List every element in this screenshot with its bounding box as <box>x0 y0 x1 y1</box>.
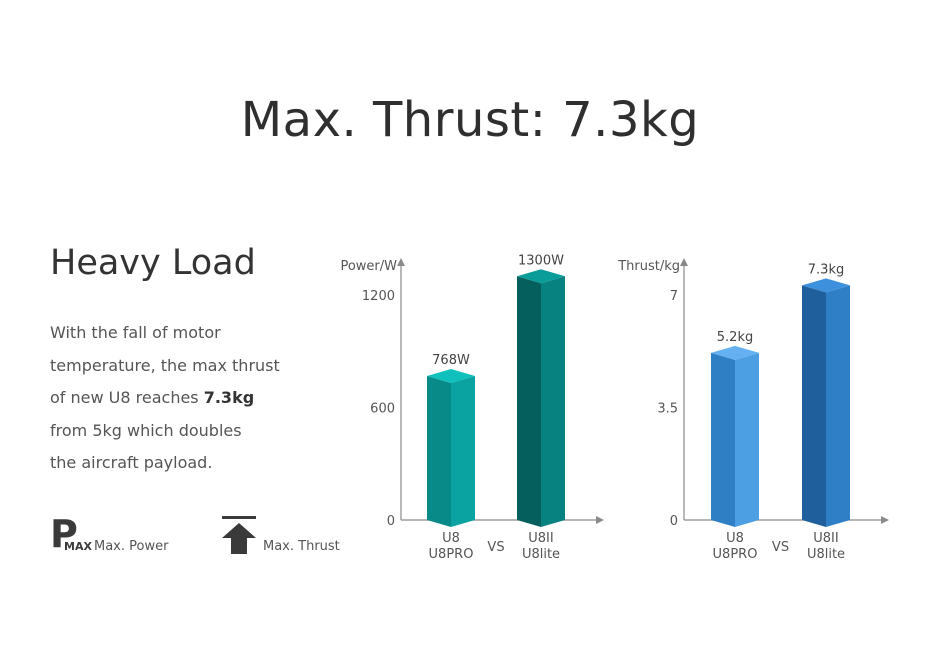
power-bar-2-left-face <box>517 276 541 527</box>
power-y-axis-label: Power/W <box>340 259 397 274</box>
thrust-y-tick-label: 3.5 <box>657 402 678 417</box>
desc-highlight: 7.3kg <box>203 388 255 407</box>
power-category-label-1: U8 <box>442 531 460 546</box>
thrust-bar-1-right-face <box>735 352 759 527</box>
thrust-y-axis-arrow <box>680 258 688 266</box>
power-y-tick-label: 600 <box>370 402 395 417</box>
desc-line-2: temperature, the max thrust <box>50 355 280 375</box>
thrust-vs-label: VS <box>772 540 789 555</box>
thrust-y-axis-label: Thrust/kg <box>617 259 680 274</box>
power-bar-2-value-label: 1300W <box>518 253 564 268</box>
power-legend-sub: MAX <box>64 540 92 553</box>
power-category-label-2: U8lite <box>522 547 560 562</box>
thrust-y-tick-label: 0 <box>670 514 678 529</box>
thrust-category-label-2: U8lite <box>807 547 845 562</box>
power-bar-2-right-face <box>541 276 565 527</box>
thrust-bar-2-value-label: 7.3kg <box>808 262 844 277</box>
power-vs-label: VS <box>487 540 504 555</box>
desc-line-3-text: of new U8 reaches <box>50 388 204 407</box>
power-bar-1-top-face <box>427 369 475 383</box>
section-description: With the fall of motor temperature, the … <box>50 317 320 480</box>
thrust-legend-label: Max. Thrust <box>263 539 340 554</box>
power-bar-1-value-label: 768W <box>432 353 470 368</box>
thrust-category-label-1: U8PRO <box>713 547 758 562</box>
power-legend-icon: P <box>50 512 78 556</box>
thrust-bar-1-left-face <box>711 352 735 527</box>
thrust-bar-2-left-face <box>802 285 826 527</box>
power-y-axis-arrow <box>397 258 405 266</box>
desc-line-3: of new U8 reaches 7.3kg <box>50 382 320 415</box>
section-title: Heavy Load <box>50 243 256 283</box>
desc-line-1: With the fall of motor <box>50 323 221 342</box>
thrust-category-label-2: U8II <box>813 531 838 546</box>
thrust-bar-2-right-face <box>826 285 850 527</box>
desc-line-4: from 5kg which doubles <box>50 420 242 440</box>
thrust-bar-1-value-label: 5.2kg <box>717 330 753 345</box>
power-bar-1-right-face <box>451 376 475 527</box>
desc-line-5: the aircraft payload. <box>50 453 213 472</box>
thrust-y-tick-label: 7 <box>670 289 678 304</box>
thrust-arrow-icon <box>222 516 256 554</box>
power-bar-2-top-face <box>517 269 565 284</box>
power-category-label-2: U8II <box>528 531 553 546</box>
power-y-tick-label: 1200 <box>362 289 395 304</box>
power-bar-1-left-face <box>427 376 451 527</box>
power-legend-label: Max. Power <box>94 539 169 554</box>
thrust-x-axis-arrow <box>881 516 889 524</box>
thrust-bar-1-top-face <box>711 345 759 360</box>
thrust-bar-2-top-face <box>802 278 850 293</box>
power-y-tick-label: 0 <box>387 514 395 529</box>
thrust-category-label-1: U8 <box>726 531 744 546</box>
power-x-axis-arrow <box>596 516 604 524</box>
power-category-label-1: U8PRO <box>429 547 474 562</box>
page-headline: Max. Thrust: 7.3kg <box>240 92 700 148</box>
